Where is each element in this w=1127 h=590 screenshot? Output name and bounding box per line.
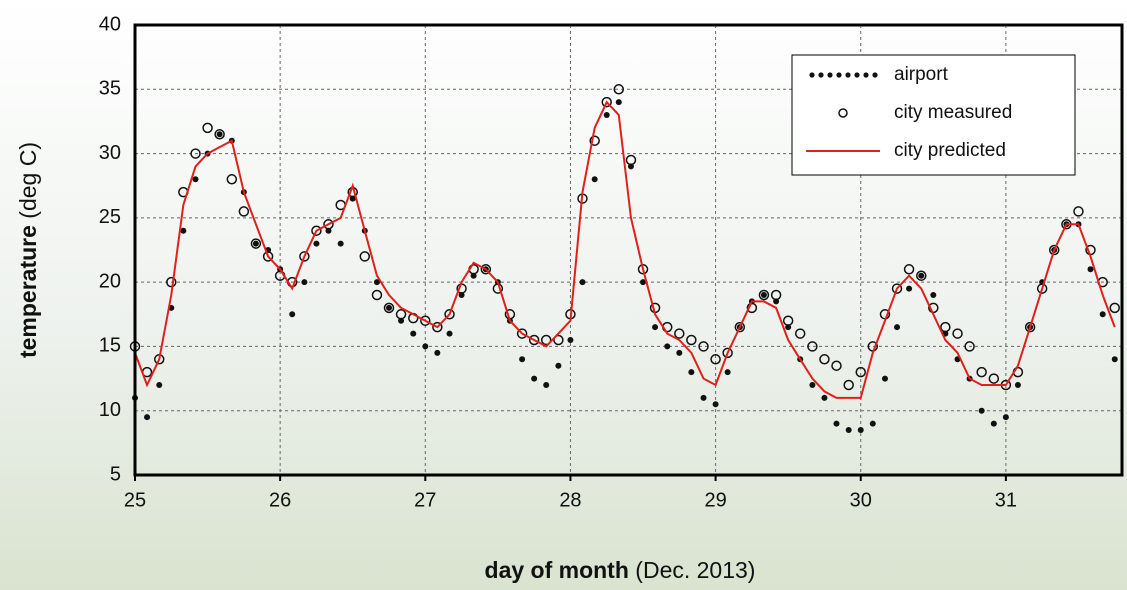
dot-marker [253,241,259,247]
dot-marker [616,99,622,105]
dot-marker [1100,311,1106,317]
y-tick-label: 20 [99,270,121,292]
dot-marker [833,421,839,427]
dot-marker [725,369,731,375]
legend-swatch [836,72,841,77]
legend-swatch [818,72,823,77]
legend-swatch [845,72,850,77]
page: {"chart_data": {"type": "line", "xlabel"… [0,0,1127,590]
dot-marker [338,241,344,247]
dot-marker [519,356,525,362]
y-tick-label: 40 [99,13,121,35]
x-tick-label: 28 [559,489,581,511]
chart: day of month (Dec. 2013) temperature (de… [0,0,1127,590]
dot-marker [1015,382,1021,388]
dot-marker [821,395,827,401]
legend-swatch [863,72,868,77]
dot-marker [434,350,440,356]
legend: airport city measured city predicted [792,55,1075,175]
y-tick-label: 10 [99,399,121,421]
legend-label: city measured [894,102,1012,123]
dot-marker [870,421,876,427]
dot-marker [688,369,694,375]
legend-label: city predicted [894,140,1006,161]
dot-marker [1003,414,1009,420]
dot-marker [858,427,864,433]
x-tick-label: 29 [704,489,726,511]
dot-marker [882,376,888,382]
dot-marker [713,401,719,407]
dot-marker [289,311,295,317]
dot-marker [930,292,936,298]
dot-marker [761,292,767,298]
y-tick-label: 15 [99,335,121,357]
x-tick-label: 27 [414,489,436,511]
dot-marker [410,331,416,337]
dot-marker [676,350,682,356]
dot-marker [531,376,537,382]
dot-marker [313,241,319,247]
y-tick-label: 5 [110,463,121,485]
y-axis-title-main: temperature [15,225,41,358]
dot-marker [979,408,985,414]
dot-marker [447,331,453,337]
x-tick-label: 30 [850,489,872,511]
y-tick-label: 25 [99,206,121,228]
dot-marker [555,363,561,369]
x-tick-label: 26 [269,489,291,511]
y-tick-label: 30 [99,142,121,164]
dot-marker [193,176,199,182]
dot-marker [1112,356,1118,362]
dot-marker [301,279,307,285]
legend-label: airport [894,64,949,85]
x-tick-label: 25 [124,489,146,511]
y-tick-label: 35 [99,78,121,100]
dot-marker [604,112,610,118]
dot-marker [592,176,598,182]
dot-marker [991,421,997,427]
dot-marker [156,382,162,388]
y-axis-title-unit: (deg C) [15,142,41,219]
x-tick-label: 31 [995,489,1017,511]
x-axis-title-main: day of month [485,557,629,583]
dot-marker [894,324,900,330]
y-axis-title: temperature (deg C) [15,142,41,358]
dot-marker [846,427,852,433]
dot-marker [144,414,150,420]
dot-marker [906,286,912,292]
dot-marker [579,279,585,285]
dot-marker [543,382,549,388]
legend-swatch [872,72,877,77]
dot-marker [664,343,670,349]
dot-marker [422,343,428,349]
dot-marker [217,131,223,137]
legend-swatch [827,72,832,77]
dot-marker [180,228,186,234]
dot-marker [809,382,815,388]
x-axis-title-unit: (Dec. 2013) [635,557,755,583]
dot-marker [386,305,392,311]
x-axis-title: day of month (Dec. 2013) [485,557,756,583]
dot-marker [567,337,573,343]
dot-marker [918,273,924,279]
legend-swatch [809,72,814,77]
legend-swatch [854,72,859,77]
dot-marker [701,395,707,401]
dot-marker [652,324,658,330]
dot-marker [1088,266,1094,272]
